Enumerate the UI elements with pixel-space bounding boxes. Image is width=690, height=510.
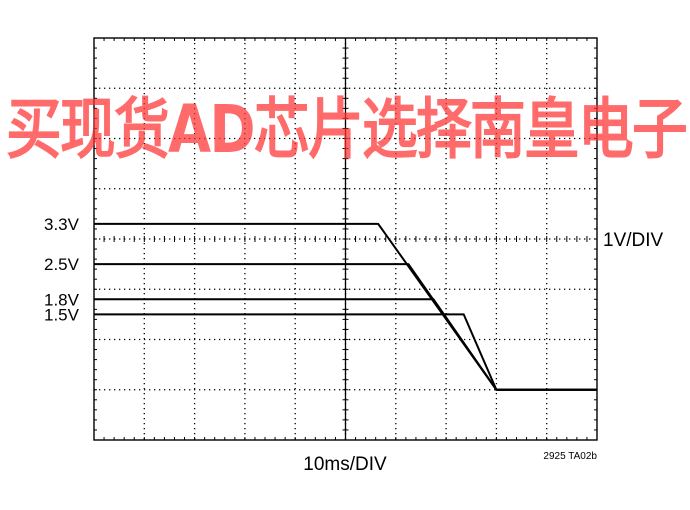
y-axis-label: 1V/DIV bbox=[603, 230, 664, 251]
scope-traces bbox=[94, 222, 597, 391]
watermark-text: 买现货AD芯片选择南皇电子 bbox=[6, 91, 686, 168]
trace-label-1-8v: 1.8V bbox=[44, 290, 80, 309]
trace-label-1-5v: 1.5V bbox=[44, 305, 80, 324]
trace-1-5v bbox=[94, 313, 597, 391]
x-axis-label: 10ms/DIV bbox=[303, 454, 387, 475]
trace-level-labels: 3.3V 2.5V 1.8V1.5V bbox=[44, 215, 80, 324]
trace-label-3-3v: 3.3V bbox=[44, 215, 80, 234]
trace-label-2-5v: 2.5V bbox=[44, 255, 80, 274]
scope-grid bbox=[93, 37, 598, 441]
figure-code: 2925 TA02b bbox=[543, 451, 597, 462]
